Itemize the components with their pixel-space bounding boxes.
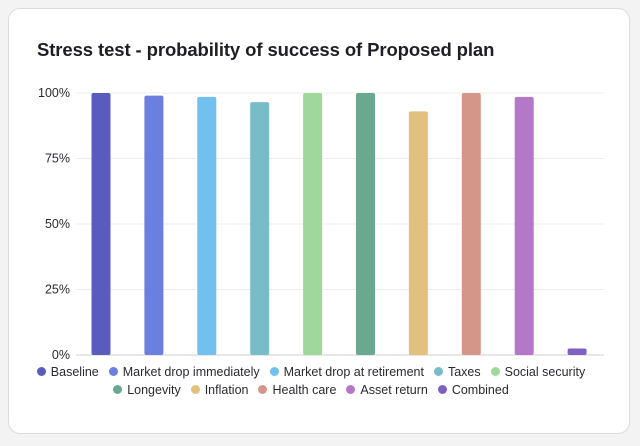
legend-item[interactable]: Market drop at retirement — [269, 363, 424, 381]
legend-item[interactable]: Longevity — [113, 381, 181, 399]
legend-dot-icon — [437, 385, 447, 394]
legend-dot-icon — [269, 367, 279, 376]
legend-dot-icon — [113, 385, 123, 394]
legend-label: Baseline — [50, 365, 99, 379]
bar — [197, 96, 217, 356]
bar — [514, 96, 534, 356]
legend-item[interactable]: Inflation — [190, 381, 249, 399]
legend-dot-icon — [433, 367, 443, 376]
y-tick-label: 50% — [45, 217, 70, 231]
legend-item[interactable]: Baseline — [36, 363, 99, 381]
legend-row: Longevity Inflation Health care Asset retur… — [20, 381, 602, 399]
legend-label: Market drop immediately — [122, 365, 260, 379]
bar — [567, 348, 587, 355]
legend-label: Health care — [272, 383, 337, 397]
legend-label: Asset return — [360, 383, 428, 397]
legend-label: Taxes — [447, 365, 481, 379]
y-tick-label: 0% — [52, 348, 70, 362]
legend-label: Combined — [451, 383, 509, 397]
legend-dot-icon — [108, 367, 118, 376]
legend-label: Social security — [504, 365, 586, 379]
legend-dot-icon — [190, 385, 200, 394]
legend-item[interactable]: Health care — [258, 381, 336, 399]
legend-item[interactable]: Combined — [437, 381, 509, 399]
y-tick-label: 25% — [45, 283, 70, 297]
chart-title: Stress test - probability of success of … — [37, 39, 495, 60]
y-tick-label: 100% — [38, 86, 70, 100]
legend-item[interactable]: Market drop immediately — [108, 363, 260, 381]
legend-label: Longevity — [127, 383, 181, 397]
legend-row: Baseline Market drop immediately Market dr… — [20, 363, 602, 381]
bar — [356, 93, 375, 355]
legend-item[interactable]: Asset return — [346, 381, 428, 399]
bar — [303, 93, 323, 355]
bar — [91, 93, 111, 355]
y-tick-label: 75% — [45, 152, 70, 166]
bar — [250, 102, 270, 355]
chart-legend: Baseline Market drop immediately Market dr… — [20, 363, 602, 399]
bar — [461, 93, 481, 355]
bar — [144, 95, 164, 356]
legend-label: Inflation — [204, 383, 249, 397]
legend-dot-icon — [258, 385, 268, 394]
legend-dot-icon — [36, 367, 46, 376]
legend-dot-icon — [490, 367, 500, 376]
legend-item[interactable]: Taxes — [433, 363, 481, 381]
legend-label: Market drop at retirement — [283, 365, 424, 379]
legend-dot-icon — [346, 385, 356, 394]
legend-item[interactable]: Social security — [490, 363, 586, 381]
bar — [408, 111, 428, 355]
